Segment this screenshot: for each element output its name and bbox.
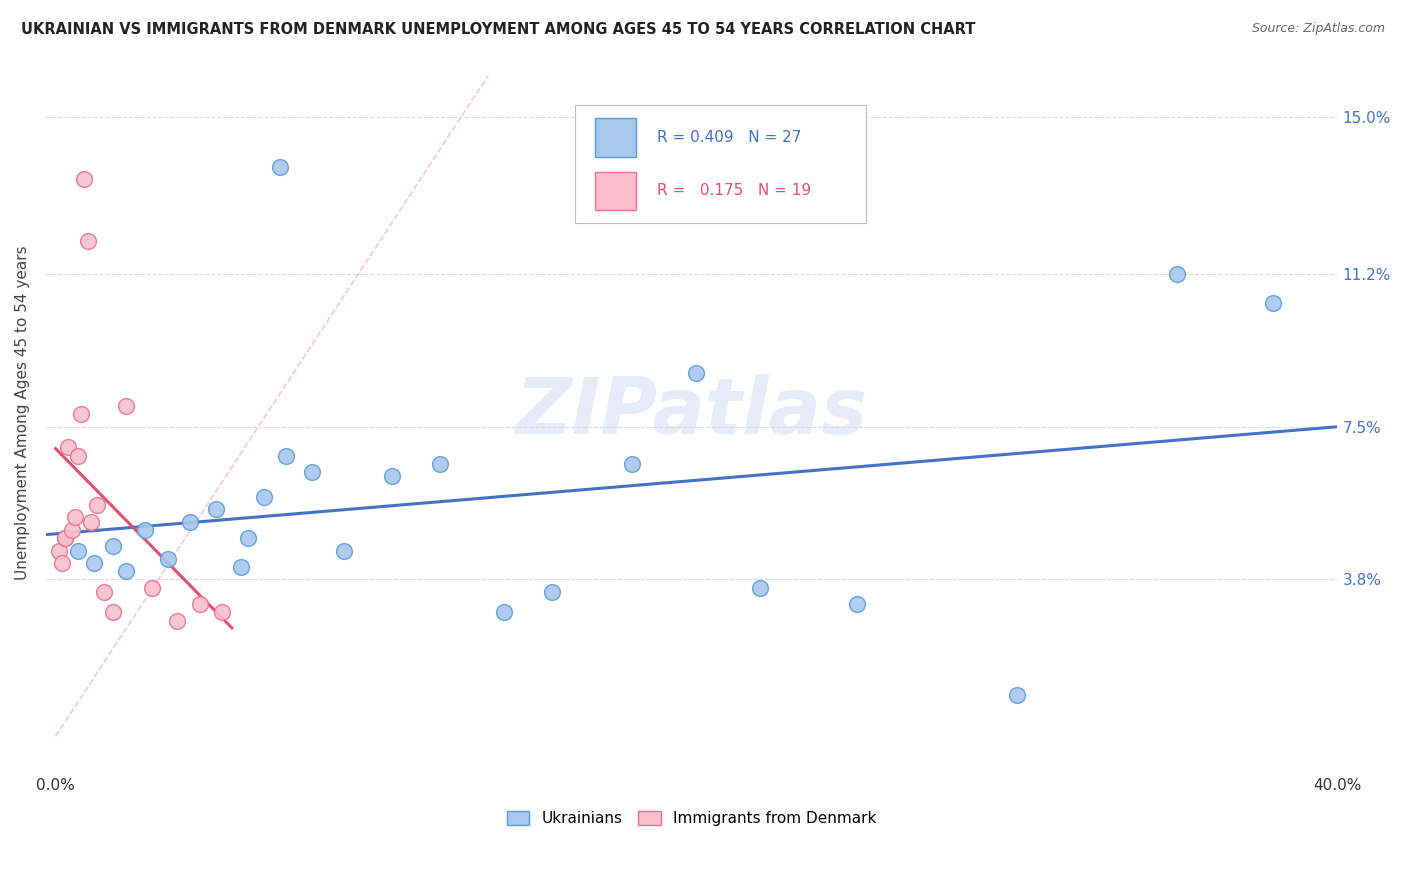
FancyBboxPatch shape xyxy=(595,118,636,157)
Text: ZIPatlas: ZIPatlas xyxy=(516,375,868,450)
Point xyxy=(845,597,868,611)
Text: Source: ZipAtlas.com: Source: ZipAtlas.com xyxy=(1251,22,1385,36)
Point xyxy=(73,172,96,186)
Point xyxy=(381,469,404,483)
Point xyxy=(103,540,125,554)
Point xyxy=(115,564,138,578)
Point xyxy=(156,551,179,566)
Point xyxy=(301,465,323,479)
Legend: Ukrainians, Immigrants from Denmark: Ukrainians, Immigrants from Denmark xyxy=(506,811,876,826)
Point xyxy=(66,543,89,558)
Text: UKRAINIAN VS IMMIGRANTS FROM DENMARK UNEMPLOYMENT AMONG AGES 45 TO 54 YEARS CORR: UKRAINIAN VS IMMIGRANTS FROM DENMARK UNE… xyxy=(21,22,976,37)
Point xyxy=(66,449,89,463)
Point xyxy=(166,614,188,628)
Point xyxy=(333,543,356,558)
Point xyxy=(1005,688,1028,702)
Point xyxy=(134,523,156,537)
Point xyxy=(80,515,103,529)
Point xyxy=(115,399,138,413)
Point xyxy=(58,440,80,454)
Point xyxy=(93,584,115,599)
Point xyxy=(86,498,108,512)
Text: R =   0.175   N = 19: R = 0.175 N = 19 xyxy=(657,184,811,198)
Point xyxy=(236,531,259,545)
Point xyxy=(685,366,707,380)
Point xyxy=(211,606,233,620)
Point xyxy=(70,407,93,421)
Point xyxy=(48,543,70,558)
Point xyxy=(179,515,201,529)
Point xyxy=(53,531,76,545)
Point xyxy=(276,449,298,463)
Point xyxy=(103,606,125,620)
Point xyxy=(83,556,105,570)
Point xyxy=(494,606,516,620)
Point xyxy=(253,490,276,504)
Point xyxy=(188,597,211,611)
Point xyxy=(541,584,564,599)
Point xyxy=(53,531,76,545)
Point xyxy=(63,510,86,524)
Point xyxy=(429,457,451,471)
Point xyxy=(60,523,83,537)
Point xyxy=(76,234,98,248)
Point xyxy=(621,457,644,471)
Text: R = 0.409   N = 27: R = 0.409 N = 27 xyxy=(657,129,801,145)
Point xyxy=(51,556,73,570)
Point xyxy=(231,560,253,574)
Point xyxy=(749,581,772,595)
FancyBboxPatch shape xyxy=(595,171,636,211)
Y-axis label: Unemployment Among Ages 45 to 54 years: Unemployment Among Ages 45 to 54 years xyxy=(15,245,30,580)
Point xyxy=(269,160,291,174)
FancyBboxPatch shape xyxy=(575,105,866,223)
Point xyxy=(141,581,163,595)
Point xyxy=(1166,267,1188,281)
Point xyxy=(1261,295,1284,310)
Point xyxy=(204,502,226,516)
